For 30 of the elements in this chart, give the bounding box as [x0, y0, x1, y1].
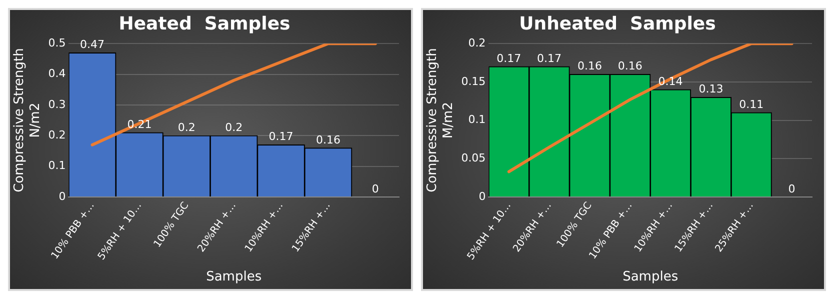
chart-title: Unheated Samples [519, 13, 716, 34]
y-tick-label: 0.1 [468, 113, 486, 126]
y-tick-label: 0.2 [468, 36, 486, 50]
data-label: 0.2 [225, 120, 243, 134]
data-label: 0.16 [577, 60, 602, 73]
y-tick-label: 0.4 [48, 67, 66, 80]
data-label: 0.16 [618, 60, 642, 73]
x-axis-title: Samples [622, 270, 678, 285]
y-tick-label: 0.5 [48, 36, 66, 50]
data-label: 0.13 [698, 82, 724, 96]
y-axis-title: Compressive Strength M/m2 [425, 48, 456, 192]
data-label: 0.2 [178, 120, 196, 134]
chart-title: Heated Samples [118, 13, 290, 34]
data-label: 0.17 [496, 52, 522, 65]
y-tick-label: 0.3 [48, 98, 66, 111]
data-label: 0 [788, 182, 796, 196]
data-label: 0.17 [537, 52, 562, 65]
data-label: 0.47 [80, 38, 105, 52]
data-label: 0.17 [268, 130, 294, 144]
x-axis-title: Samples [206, 270, 262, 285]
y-tick-label: 0.15 [461, 74, 486, 88]
y-tick-label: 0.2 [48, 128, 66, 142]
data-label: 0.16 [316, 133, 340, 146]
y-tick-label: 0 [58, 190, 66, 203]
data-label: 0 [372, 182, 379, 196]
y-tick-label: 0.05 [461, 152, 486, 164]
y-tick-label: 0.1 [48, 159, 66, 172]
y-axis-title: Compressive Strength N/m2 [12, 48, 43, 192]
data-label: 0.11 [739, 98, 764, 111]
y-tick-label: 0 [478, 190, 486, 203]
